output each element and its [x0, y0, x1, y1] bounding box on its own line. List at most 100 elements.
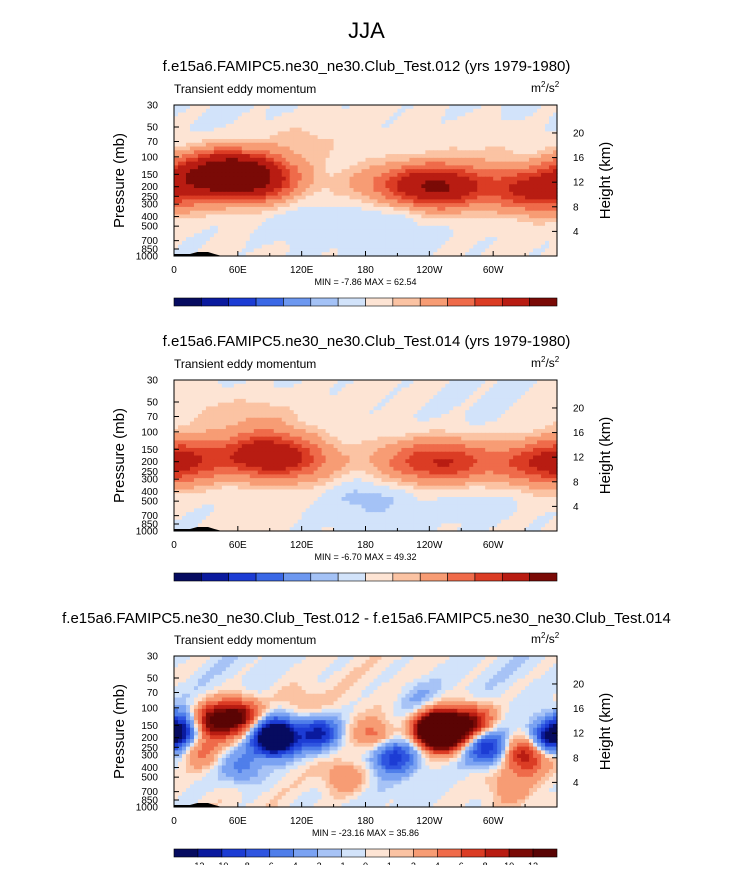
heatmap-cell — [417, 165, 422, 170]
heatmap-cell — [537, 127, 542, 133]
heatmap-cell — [373, 169, 379, 174]
heatmap-cell — [373, 150, 379, 155]
heatmap-cell — [257, 157, 263, 163]
heatmap-cell — [497, 191, 502, 197]
heatmap-cell — [461, 116, 466, 121]
heatmap-cell — [277, 161, 283, 167]
heatmap-cell — [177, 138, 183, 144]
heatmap-cell — [285, 169, 291, 174]
heatmap-cell — [357, 233, 363, 238]
y-tick-label: 70 — [147, 137, 159, 148]
heatmap-cell — [289, 123, 295, 129]
heatmap-cell — [397, 123, 403, 129]
heatmap-cell — [445, 244, 450, 250]
heatmap-cell — [525, 413, 530, 419]
heatmap-cell — [273, 387, 279, 392]
heatmap-cell — [209, 142, 215, 148]
heatmap-cell — [525, 142, 530, 148]
heatmap-cell — [421, 244, 426, 250]
heatmap-cell — [345, 150, 351, 155]
heatmap-cell — [541, 398, 546, 404]
heatmap-cell — [469, 131, 474, 136]
heatmap-cell — [205, 225, 211, 231]
heatmap-cell — [481, 229, 486, 234]
heatmap-cell — [449, 116, 454, 121]
heatmap-cell — [181, 413, 187, 419]
heatmap-cell — [217, 157, 223, 163]
heatmap-cell — [377, 229, 383, 234]
heatmap-cell — [513, 214, 518, 219]
heatmap-cell — [277, 214, 283, 219]
heatmap-cell — [257, 142, 263, 148]
heatmap-cell — [541, 206, 546, 212]
heatmap-cell — [441, 237, 446, 242]
heatmap-cell — [237, 172, 243, 178]
heatmap-cell — [541, 154, 546, 159]
heatmap-cell — [201, 203, 207, 208]
heatmap-cell — [505, 112, 510, 117]
heatmap-cell — [301, 395, 307, 400]
heatmap-cell — [181, 233, 187, 238]
heatmap-cell — [325, 108, 331, 114]
heatmap-cell — [305, 248, 311, 253]
heatmap-cell — [269, 154, 275, 159]
heatmap-cell — [181, 206, 187, 212]
heatmap-cell — [305, 157, 311, 163]
heatmap-cell — [265, 233, 271, 238]
heatmap-cell — [389, 395, 395, 400]
heatmap-cell — [553, 138, 558, 144]
heatmap-cell — [481, 191, 486, 197]
heatmap-cell — [245, 165, 251, 170]
heatmap-cell — [421, 252, 426, 257]
heatmap-cell — [397, 387, 403, 392]
heatmap-cell — [209, 206, 215, 212]
heatmap-cell — [277, 225, 283, 231]
heatmap-cell — [174, 135, 179, 140]
heatmap-cell — [293, 398, 299, 404]
heatmap-cell — [545, 417, 550, 423]
heatmap-cell — [429, 123, 434, 129]
heatmap-cell — [273, 233, 279, 238]
heatmap-cell — [493, 138, 498, 144]
heatmap-cell — [217, 105, 223, 110]
heatmap-cell — [493, 169, 498, 174]
heatmap-cell — [393, 199, 399, 204]
heatmap-cell — [469, 237, 474, 242]
heatmap-cell — [261, 135, 267, 140]
heatmap-cell — [329, 138, 335, 144]
heatmap-cell — [285, 161, 291, 167]
heatmap-cell — [297, 169, 303, 174]
heatmap-cell — [449, 229, 454, 234]
heatmap-cell — [353, 383, 359, 389]
heatmap-cell — [177, 105, 183, 110]
heatmap-cell — [321, 135, 327, 140]
heatmap-cell — [461, 203, 466, 208]
heatmap-cell — [305, 406, 311, 411]
heatmap-cell — [501, 387, 506, 392]
heatmap-cell — [393, 203, 399, 208]
heatmap-cell — [545, 138, 550, 144]
heatmap-cell — [253, 165, 259, 170]
heatmap-cell — [533, 248, 538, 253]
heatmap-cell — [373, 142, 379, 148]
heatmap-cell — [413, 229, 418, 234]
heatmap-cell — [417, 138, 422, 144]
heatmap-cell — [445, 142, 450, 148]
heatmap-cell — [245, 188, 251, 193]
heatmap-cell — [313, 195, 319, 200]
heatmap-cell — [237, 180, 243, 185]
heatmap-cell — [437, 248, 442, 253]
heatmap-cell — [253, 218, 259, 223]
heatmap-cell — [509, 218, 514, 223]
heatmap-cell — [241, 108, 247, 114]
heatmap-cell — [245, 123, 251, 129]
heatmap-cell — [397, 150, 403, 155]
heatmap-cell — [317, 112, 323, 117]
heatmap-cell — [481, 225, 486, 231]
heatmap-cell — [245, 387, 251, 392]
heatmap-cell — [525, 112, 530, 117]
heatmap-cell — [281, 387, 287, 392]
heatmap-cell — [421, 395, 426, 400]
heatmap-cell — [421, 199, 426, 204]
heatmap-cell — [461, 161, 466, 167]
